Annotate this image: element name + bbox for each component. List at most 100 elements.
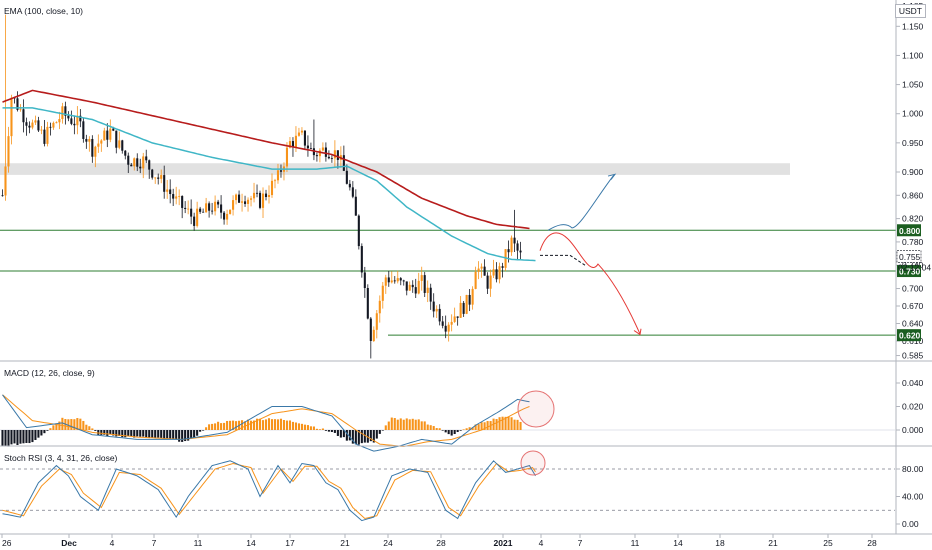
countdown-readout: 02:12:04 bbox=[898, 262, 931, 272]
candle-body bbox=[405, 281, 408, 291]
macd-histogram-bar bbox=[327, 430, 330, 432]
candle-body bbox=[151, 169, 154, 178]
macd-histogram-bar bbox=[450, 430, 453, 436]
macd-histogram-bar bbox=[459, 430, 462, 431]
macd-histogram-bar bbox=[429, 425, 432, 430]
macd-histogram-bar bbox=[73, 419, 76, 430]
macd-histogram-bar bbox=[178, 430, 181, 442]
candle-body bbox=[112, 128, 115, 131]
candle-body bbox=[172, 194, 175, 199]
candle-body bbox=[387, 277, 390, 283]
x-tick-label: 7 bbox=[578, 538, 583, 548]
candle-body bbox=[453, 316, 456, 322]
macd-histogram-bar bbox=[28, 430, 31, 444]
macd-histogram-bar bbox=[94, 430, 97, 431]
candle-body bbox=[220, 204, 223, 213]
macd-histogram-bar bbox=[22, 430, 25, 444]
macd-histogram-bar bbox=[139, 430, 142, 437]
level-lines bbox=[0, 229, 896, 336]
macd-histogram-bar bbox=[309, 426, 312, 430]
candle-body bbox=[34, 120, 37, 123]
macd-histogram-bar bbox=[402, 419, 405, 430]
x-tick-label: 18 bbox=[715, 538, 725, 548]
candle-body bbox=[208, 203, 211, 211]
macd-histogram-bar bbox=[414, 419, 417, 430]
level-price-tag bbox=[897, 265, 921, 278]
macd-histogram-bar bbox=[348, 430, 351, 441]
candle-body bbox=[297, 132, 300, 136]
candle-body bbox=[193, 216, 196, 226]
macd-histogram-bar bbox=[267, 418, 271, 430]
candle-body bbox=[345, 170, 348, 184]
candle-body bbox=[37, 120, 40, 131]
macd-histogram-bar bbox=[184, 430, 187, 442]
bullish-forecast-arrow bbox=[547, 174, 615, 231]
macd-histogram-bar bbox=[76, 418, 79, 430]
candle-body bbox=[417, 280, 420, 294]
candle-body bbox=[459, 302, 462, 318]
candle-body bbox=[444, 325, 447, 332]
candle-body bbox=[336, 150, 339, 160]
macd-pane bbox=[0, 390, 895, 452]
x-tick-label: 28 bbox=[867, 538, 877, 548]
macd-histogram-bar bbox=[252, 420, 256, 430]
macd-histogram-bar bbox=[106, 430, 109, 437]
macd-histogram-bar bbox=[351, 430, 354, 444]
x-tick-label: 11 bbox=[194, 538, 203, 548]
candle-body bbox=[133, 158, 136, 167]
macd-histogram-bar bbox=[7, 430, 10, 447]
macd-histogram-bar bbox=[483, 422, 486, 430]
candle-body bbox=[450, 321, 453, 325]
candle-body bbox=[199, 208, 202, 212]
y-tick-label: 0.900 bbox=[902, 167, 924, 177]
candle-body bbox=[381, 285, 384, 301]
macd-histogram-bar bbox=[294, 422, 298, 430]
y-tick-label: 0.780 bbox=[902, 237, 924, 247]
macd-histogram-bar bbox=[10, 430, 13, 445]
candle-body bbox=[510, 237, 513, 253]
candle-body bbox=[211, 210, 214, 212]
macd-histogram-bar bbox=[166, 430, 169, 439]
macd-histogram-bar bbox=[190, 430, 193, 439]
currency-badge[interactable]: USDT bbox=[894, 4, 926, 18]
candle-body bbox=[462, 302, 465, 314]
candle-body bbox=[267, 195, 271, 198]
candle-body bbox=[471, 288, 474, 305]
x-tick-label: 4 bbox=[539, 538, 544, 548]
macd-histogram-bar bbox=[516, 419, 519, 430]
x-tick-label: 28 bbox=[436, 538, 446, 548]
candle-body bbox=[243, 201, 247, 204]
candle-body bbox=[480, 266, 483, 269]
current-price-tag-text: 0.755 bbox=[899, 252, 921, 262]
candle-body bbox=[109, 128, 112, 140]
candle-body bbox=[300, 130, 303, 133]
candle-body bbox=[136, 158, 139, 167]
macd-histogram-bar bbox=[181, 430, 184, 442]
macd-histogram-bar bbox=[339, 430, 342, 438]
candle-body bbox=[465, 294, 468, 314]
macd-histogram-bar bbox=[261, 420, 265, 430]
candle-body bbox=[100, 140, 103, 144]
macd-histogram-bar bbox=[133, 430, 136, 438]
macd-histogram-bar bbox=[495, 419, 498, 430]
macd-histogram-bar bbox=[390, 417, 393, 430]
y-tick-label: 1.100 bbox=[902, 50, 924, 60]
candle-body bbox=[507, 249, 510, 253]
macd-histogram-bar bbox=[85, 424, 88, 430]
candle-body bbox=[408, 284, 411, 291]
ema-slow-line bbox=[2, 89, 530, 230]
candle-body bbox=[106, 130, 109, 140]
candle-body bbox=[58, 119, 61, 123]
macd-histogram-bar bbox=[91, 428, 94, 430]
candle-body bbox=[279, 170, 283, 172]
candle-body bbox=[276, 170, 280, 181]
forecast-drawings bbox=[539, 173, 642, 336]
candle-body bbox=[166, 189, 169, 192]
candle-body bbox=[241, 201, 244, 203]
candle-body bbox=[196, 208, 199, 226]
macd-histogram-bar bbox=[387, 421, 390, 430]
candle-body bbox=[327, 156, 330, 159]
x-tick-label: 11 bbox=[631, 538, 640, 548]
